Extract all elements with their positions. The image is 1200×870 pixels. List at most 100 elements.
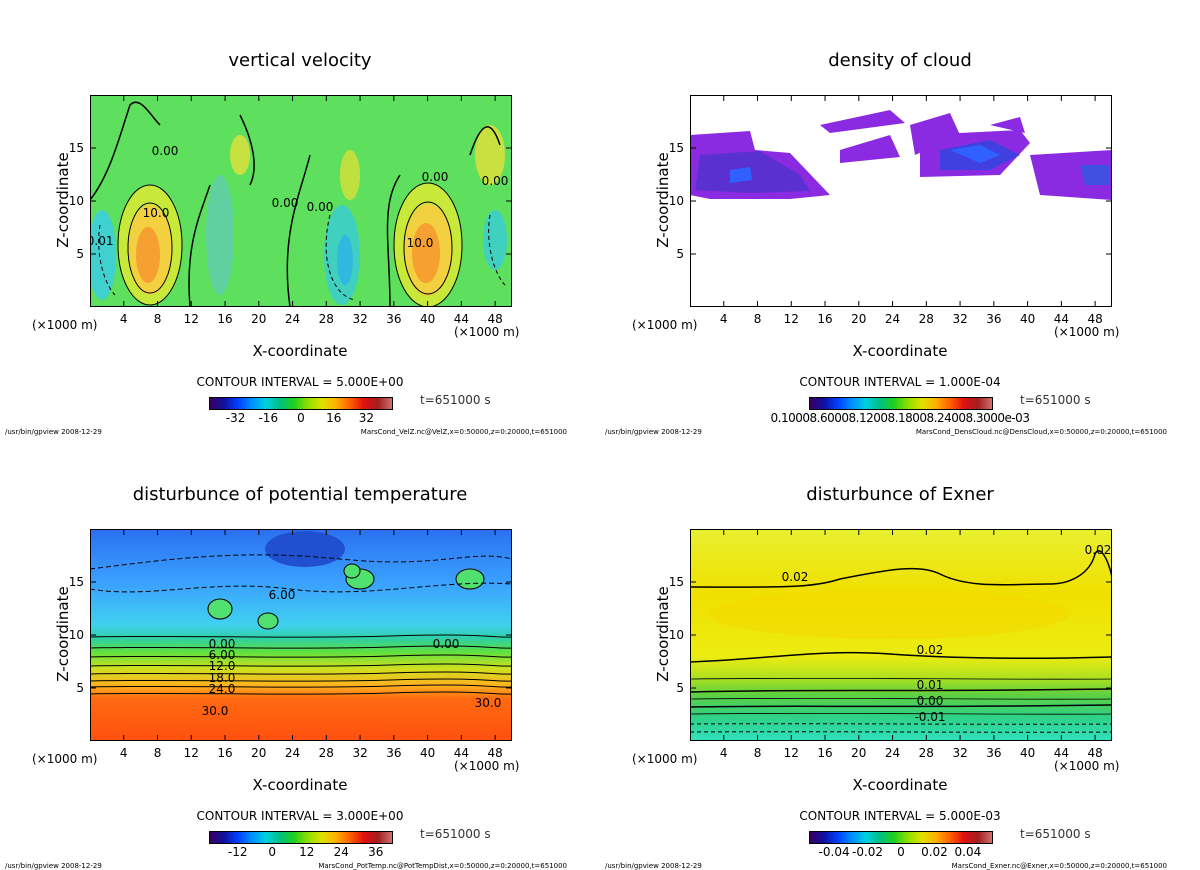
contour-line (90, 678, 512, 682)
y-tick-label: 5 (676, 247, 684, 261)
x-tick-label: 36 (386, 312, 402, 326)
contour-line (386, 174, 401, 307)
x-tick-label: 20 (251, 746, 267, 760)
x-unit-label-right: (×1000 m) (1054, 759, 1120, 773)
contour-line-negative (488, 214, 506, 286)
contour-label: 0.02 (1085, 543, 1112, 557)
colorbar-tick-label: 12 (299, 845, 315, 859)
plot-panel: disturbunce of Exner 0.02 0.02 0.02 0.01 0.00… (600, 434, 1200, 870)
contour-fill-region (455, 568, 485, 590)
x-tick-label: 24 (284, 312, 301, 326)
cloud-density-region (695, 151, 810, 193)
x-tick-label: 36 (986, 746, 1002, 760)
contour-label: 0.02 (782, 570, 809, 584)
footer-right: MarsCond_Exner.nc@Exner,x=0:50000,z=0:20… (951, 862, 1167, 870)
contour-label: 0.00 (433, 637, 460, 651)
colorbar-tick-label: 36 (368, 845, 384, 859)
contour-line (690, 704, 1112, 708)
y-axis-label: Z-coordinate (654, 152, 672, 248)
x-tick-label: 36 (986, 312, 1002, 326)
x-axis-label: X-coordinate (852, 776, 948, 794)
x-tick-label: 20 (851, 312, 867, 326)
x-tick-label: 40 (1019, 312, 1036, 326)
contour-interval: CONTOUR INTERVAL = 5.000E-03 (799, 809, 1001, 823)
x-tick-label: 40 (419, 746, 436, 760)
cloud-density-region (1080, 165, 1110, 185)
x-tick-label: 28 (318, 746, 334, 760)
x-unit-label-right: (×1000 m) (454, 325, 520, 339)
chart-title: density of cloud (828, 50, 972, 71)
contour-fill-region (230, 135, 250, 175)
x-tick-label: 28 (318, 312, 334, 326)
contour-line (117, 184, 183, 306)
contour-line-negative (90, 582, 512, 593)
x-tick-label: 48 (1087, 746, 1103, 760)
contour-line (90, 691, 512, 695)
plot-panel: disturbunce of potential temperature 0.00… (0, 434, 600, 870)
contour-line (90, 634, 512, 638)
contour-label: 0.00 (272, 196, 299, 210)
contour-fill-region (337, 235, 353, 285)
contour-fill-region (207, 598, 233, 620)
contour-label: 24.0 (209, 682, 236, 696)
contour-line (90, 654, 512, 658)
contour-fill-region (483, 210, 507, 270)
contour-label: 0.00 (482, 174, 509, 188)
colorbar-tick-label: 0.10008.60008.12008.18008.24008.3000e-03 (770, 411, 1030, 425)
x-tick-label: 24 (884, 746, 901, 760)
footer-left: /usr/bin/gpview 2008-12-29 (605, 428, 702, 436)
x-tick-label: 48 (487, 746, 503, 760)
contour-line (690, 677, 1112, 680)
contour-line (239, 114, 255, 186)
contour-fill-region (206, 175, 234, 295)
cloud-density-region (840, 135, 900, 163)
y-axis-label: Z-coordinate (54, 586, 72, 682)
x-tick-label: 32 (352, 312, 368, 326)
contour-interval: CONTOUR INTERVAL = 3.000E+00 (196, 809, 404, 823)
contour-line (393, 182, 463, 307)
contour-line (690, 651, 1112, 663)
x-tick-label: 8 (153, 312, 162, 326)
contour-line (403, 201, 453, 295)
contour-line-negative (325, 214, 356, 301)
contour-label: 0.01 (917, 678, 944, 692)
x-tick-label: 24 (884, 312, 901, 326)
x-tick-label: 12 (183, 746, 199, 760)
x-tick-label: 36 (386, 746, 402, 760)
colorbar-tick-label: 16 (326, 411, 342, 425)
x-tick-label: 8 (153, 746, 162, 760)
x-unit-label-left: (×1000 m) (32, 752, 98, 766)
contour-line (286, 154, 311, 307)
x-tick-label: 12 (783, 746, 799, 760)
colorbar-tick-label: -0.04 (818, 845, 850, 859)
contour-label: 0.02 (917, 643, 944, 657)
x-tick-label: 48 (1087, 312, 1103, 326)
x-tick-label: 20 (851, 746, 867, 760)
x-tick-label: 16 (217, 312, 233, 326)
x-tick-label: 12 (783, 312, 799, 326)
y-tick-label: 10 (668, 194, 684, 208)
contour-line-negative (690, 731, 1112, 733)
colorbar-tick-label: 0 (268, 845, 277, 859)
footer-right: MarsCond_VelZ.nc@VelZ,x=0:50000,z=0:2000… (360, 428, 567, 436)
y-tick-label: 15 (668, 141, 684, 155)
colorbar-tick-label: 24 (333, 845, 349, 859)
contour-line (90, 645, 512, 649)
cloud-density-region (990, 117, 1025, 133)
contour-interval: CONTOUR INTERVAL = 1.000E-04 (799, 375, 1001, 389)
contour-fill-region (340, 150, 360, 200)
contour-line (690, 697, 1112, 700)
time-label: t=651000 s (1020, 827, 1091, 841)
x-tick-label: 4 (719, 746, 728, 760)
x-tick-label: 4 (119, 312, 128, 326)
x-tick-label: 12 (183, 312, 199, 326)
x-tick-label: 24 (284, 746, 301, 760)
x-tick-label: 16 (817, 312, 833, 326)
x-tick-label: 4 (119, 746, 128, 760)
x-tick-label: 28 (918, 746, 934, 760)
contour-line-negative (90, 554, 512, 570)
y-tick-label: 10 (68, 628, 84, 642)
colorbar (209, 397, 393, 410)
contour-line (90, 663, 512, 667)
x-unit-label-left: (×1000 m) (32, 318, 98, 332)
